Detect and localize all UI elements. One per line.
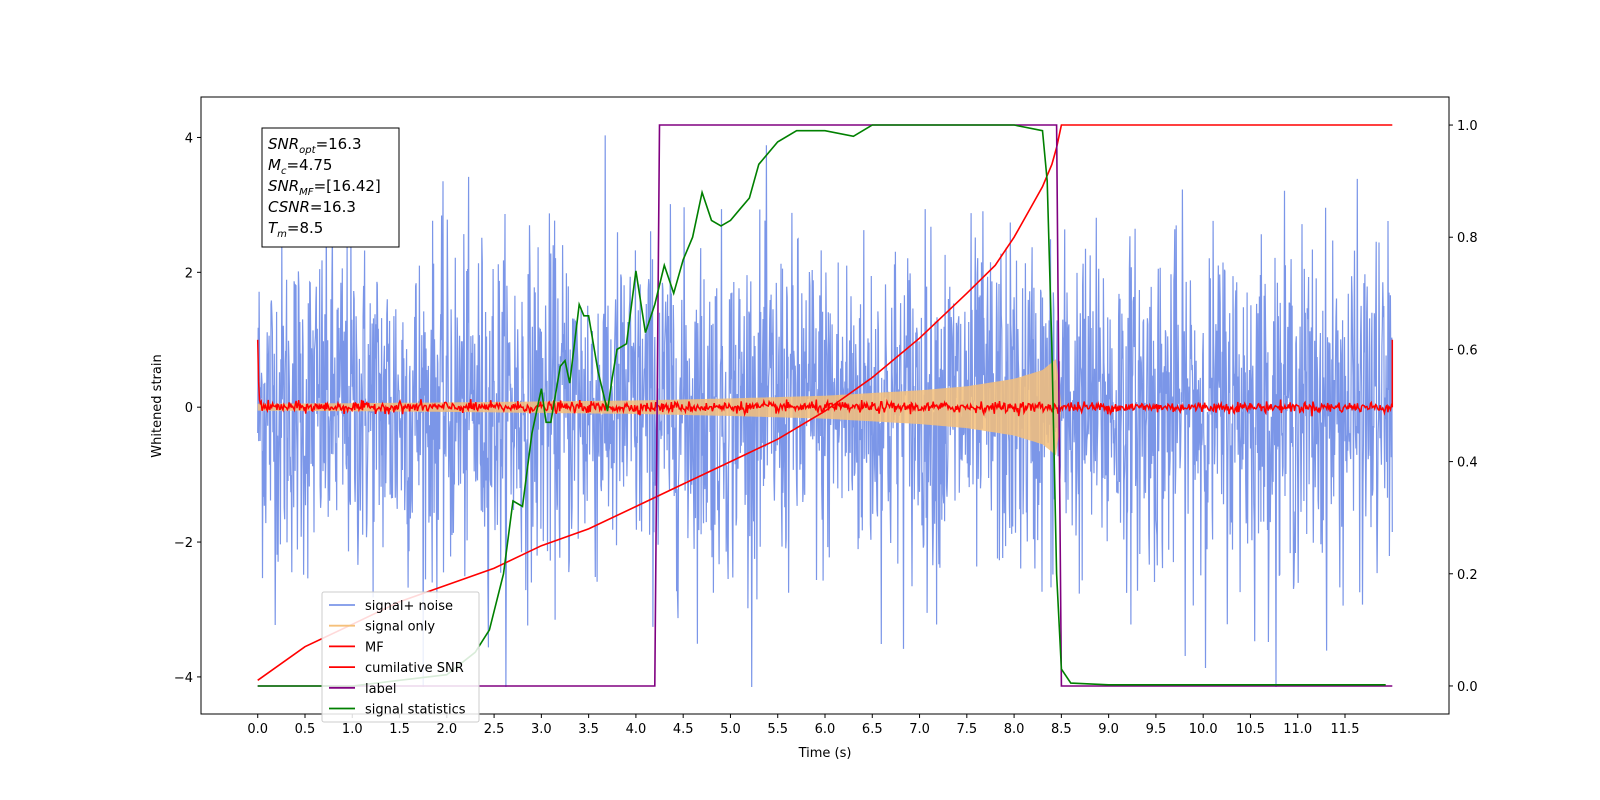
- legend-label: cumilative SNR: [365, 661, 464, 676]
- x-tick-label: 7.0: [909, 722, 930, 737]
- x-tick-label: 11.5: [1331, 722, 1360, 737]
- x-axis: 0.0 0.5 1.0 1.5 2.0 2.5 3.0 3.5 4.0 4.5 5.0 5.5 6.0 6…: [247, 714, 1359, 737]
- line-mf: [256, 339, 1394, 418]
- x-tick-label: 4.5: [673, 722, 694, 737]
- y-tick-label: 4: [185, 131, 193, 146]
- x-tick-label: 9.0: [1098, 722, 1119, 737]
- y-axis-label: Whitened strain: [150, 354, 165, 457]
- x-tick-label: 8.0: [1004, 722, 1025, 737]
- legend-label: MF: [365, 640, 384, 655]
- x-tick-label: 7.5: [956, 722, 977, 737]
- info-line-snr-opt: SNRopt=16.3: [268, 135, 362, 156]
- x-tick-label: 8.5: [1051, 722, 1072, 737]
- line-signal-statistics: [257, 124, 1386, 687]
- info-line-csnr: CSNR=16.3: [268, 198, 356, 216]
- y2-tick-label: 0.2: [1457, 568, 1478, 583]
- legend-label: signal+ noise: [365, 599, 453, 614]
- x-tick-label: 5.0: [720, 722, 741, 737]
- y-axis-right: 0.0 0.2 0.4 0.6 0.8 1.0: [1449, 119, 1478, 695]
- info-line-t-m: Tm=8.5: [268, 219, 323, 240]
- y2-tick-label: 1.0: [1457, 119, 1478, 134]
- series-cumilative-snr: [257, 124, 1393, 681]
- series-layer: [256, 124, 1394, 688]
- x-tick-label: 2.5: [484, 722, 505, 737]
- x-tick-label: 6.5: [862, 722, 883, 737]
- info-line-m-c: Mc=4.75: [268, 156, 332, 177]
- x-tick-label: 1.0: [342, 722, 363, 737]
- x-tick-label: 3.0: [531, 722, 552, 737]
- series-mf: [256, 339, 1394, 418]
- legend-entry-signal-statistics: signal statistics: [329, 703, 466, 718]
- legend-entry-signal-noise: signal+ noise: [329, 599, 453, 614]
- x-tick-label: 4.0: [626, 722, 647, 737]
- info-box-frame: [261, 127, 400, 248]
- y2-tick-label: 0.0: [1457, 680, 1478, 695]
- line-signal-noise: [257, 135, 1393, 688]
- legend-label: signal only: [365, 620, 435, 635]
- line-cumilative-snr: [257, 124, 1393, 681]
- x-tick-label: 3.5: [578, 722, 599, 737]
- legend-frame: [321, 591, 480, 723]
- x-tick-label: 1.5: [389, 722, 410, 737]
- x-tick-label: 0.5: [295, 722, 316, 737]
- series-signal-noise: [257, 135, 1393, 688]
- y-tick-label: −2: [174, 536, 193, 551]
- x-tick-label: 6.0: [815, 722, 836, 737]
- x-tick-label: 0.0: [247, 722, 268, 737]
- y2-tick-label: 0.8: [1457, 231, 1478, 246]
- x-tick-label: 10.5: [1236, 722, 1265, 737]
- x-tick-label: 9.5: [1146, 722, 1167, 737]
- y-tick-label: −4: [174, 671, 193, 686]
- series-signal-statistics: [257, 124, 1386, 687]
- legend-label: signal statistics: [365, 703, 466, 718]
- y-axis-left: −4 −2 0 2 4: [174, 131, 201, 686]
- y2-tick-label: 0.6: [1457, 343, 1478, 358]
- legend-label: label: [365, 682, 396, 697]
- legend-entry-mf: MF: [329, 640, 384, 655]
- y2-tick-label: 0.4: [1457, 456, 1478, 471]
- info-line-snr-mf: SNRMF=[16.42]: [268, 177, 381, 198]
- x-tick-label: 5.5: [767, 722, 788, 737]
- x-tick-label: 2.0: [436, 722, 457, 737]
- legend: signal+ noise signal only MF cumilative SNR…: [321, 591, 480, 723]
- legend-entry-signal-only: signal only: [329, 620, 435, 635]
- y-tick-label: 0: [185, 401, 193, 416]
- x-tick-label: 11.0: [1283, 722, 1312, 737]
- x-tick-label: 10.0: [1189, 722, 1218, 737]
- series-label: [257, 124, 1393, 687]
- line-label: [257, 124, 1393, 687]
- x-axis-label: Time (s): [798, 746, 852, 761]
- legend-entry-cumilative-snr: cumilative SNR: [329, 661, 464, 676]
- legend-entry-label: label: [329, 682, 396, 697]
- y-tick-label: 2: [185, 266, 193, 281]
- info-box: SNRopt=16.3Mc=4.75SNRMF=[16.42]CSNR=16.3…: [261, 127, 400, 248]
